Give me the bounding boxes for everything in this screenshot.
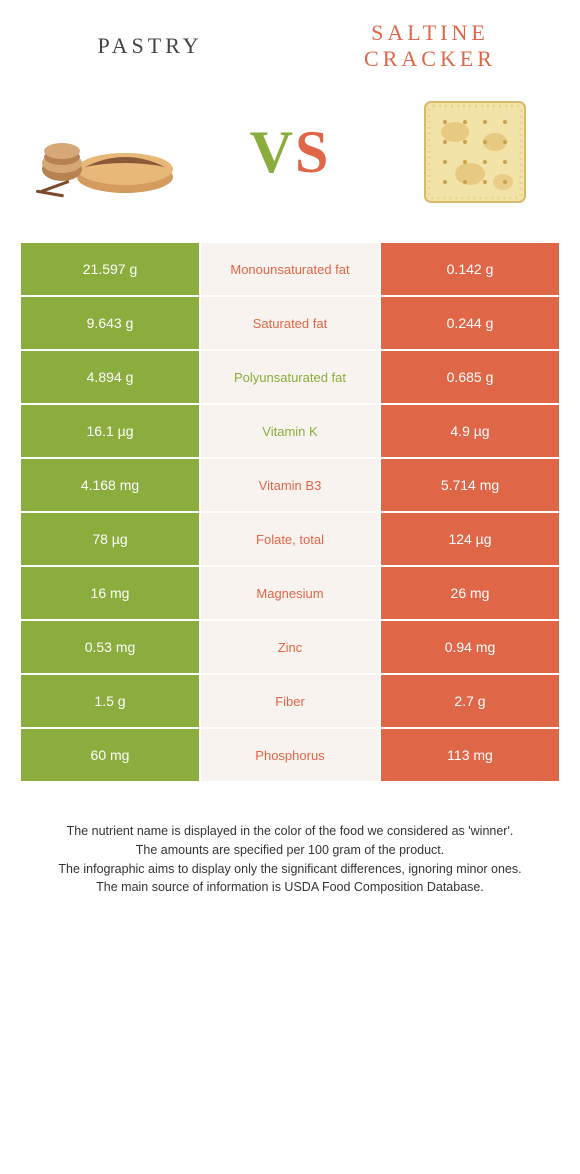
images-row: VS [0, 82, 580, 242]
footnote-line: The main source of information is USDA F… [40, 878, 540, 897]
title-right: SALTINE CRACKER [304, 20, 556, 72]
header: PASTRY SALTINE CRACKER [0, 0, 580, 82]
vs-v: V [250, 119, 295, 185]
cell-left: 16 mg [20, 566, 200, 620]
table-row: 21.597 gMonounsaturated fat0.142 g [20, 242, 560, 296]
cell-left: 0.53 mg [20, 620, 200, 674]
cell-right: 2.7 g [380, 674, 560, 728]
footnote-line: The amounts are specified per 100 gram o… [40, 841, 540, 860]
cell-label: Fiber [200, 674, 380, 728]
cell-right: 5.714 mg [380, 458, 560, 512]
table-row: 1.5 gFiber2.7 g [20, 674, 560, 728]
table-row: 16.1 µgVitamin K4.9 µg [20, 404, 560, 458]
cell-label: Folate, total [200, 512, 380, 566]
cell-label: Vitamin B3 [200, 458, 380, 512]
cell-label: Phosphorus [200, 728, 380, 782]
cell-label: Monounsaturated fat [200, 242, 380, 296]
cell-right: 26 mg [380, 566, 560, 620]
cell-label: Zinc [200, 620, 380, 674]
cell-right: 0.94 mg [380, 620, 560, 674]
pastry-image [30, 92, 180, 212]
cell-label: Magnesium [200, 566, 380, 620]
cell-right: 0.244 g [380, 296, 560, 350]
nutrient-table: 21.597 gMonounsaturated fat0.142 g9.643 … [20, 242, 560, 782]
cell-right: 113 mg [380, 728, 560, 782]
cell-left: 4.894 g [20, 350, 200, 404]
cell-label: Polyunsaturated fat [200, 350, 380, 404]
cell-left: 60 mg [20, 728, 200, 782]
cell-label: Saturated fat [200, 296, 380, 350]
table-row: 60 mgPhosphorus113 mg [20, 728, 560, 782]
table-row: 4.168 mgVitamin B35.714 mg [20, 458, 560, 512]
cell-right: 124 µg [380, 512, 560, 566]
footnote-line: The infographic aims to display only the… [40, 860, 540, 879]
cell-left: 16.1 µg [20, 404, 200, 458]
table-row: 4.894 gPolyunsaturated fat0.685 g [20, 350, 560, 404]
cell-label: Vitamin K [200, 404, 380, 458]
cell-left: 1.5 g [20, 674, 200, 728]
cell-left: 78 µg [20, 512, 200, 566]
cell-left: 21.597 g [20, 242, 200, 296]
cell-right: 0.685 g [380, 350, 560, 404]
title-left: PASTRY [24, 33, 276, 59]
vs-s: S [295, 119, 330, 185]
table-row: 9.643 gSaturated fat0.244 g [20, 296, 560, 350]
cell-left: 4.168 mg [20, 458, 200, 512]
vs-label: VS [250, 118, 331, 187]
cell-right: 0.142 g [380, 242, 560, 296]
table-row: 78 µgFolate, total124 µg [20, 512, 560, 566]
cell-right: 4.9 µg [380, 404, 560, 458]
footnote: The nutrient name is displayed in the co… [40, 822, 540, 897]
table-row: 0.53 mgZinc0.94 mg [20, 620, 560, 674]
table-row: 16 mgMagnesium26 mg [20, 566, 560, 620]
cell-left: 9.643 g [20, 296, 200, 350]
footnote-line: The nutrient name is displayed in the co… [40, 822, 540, 841]
cracker-image [400, 92, 550, 212]
